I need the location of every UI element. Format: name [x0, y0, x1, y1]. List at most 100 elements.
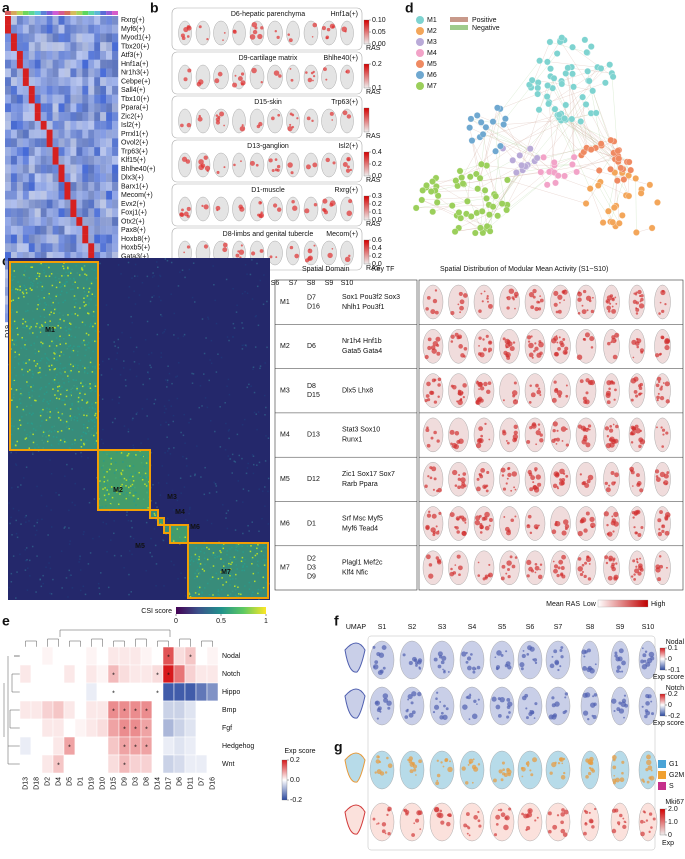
- activity-spot: [493, 778, 497, 782]
- csi-noise: [236, 311, 238, 313]
- activity-spot: [484, 512, 490, 518]
- csi-noise: [102, 398, 104, 400]
- heatmap-cell: [29, 243, 35, 252]
- module-noise: [51, 365, 53, 367]
- activity-spot: [462, 704, 468, 710]
- heatmap-cell: [76, 60, 82, 69]
- csi-noise: [185, 595, 187, 597]
- module-noise: [60, 363, 62, 365]
- activity-spot: [635, 428, 641, 434]
- module-noise: [43, 287, 45, 289]
- activity-spot: [308, 249, 310, 251]
- module-noise: [46, 324, 48, 326]
- module-noise: [207, 583, 209, 585]
- csi-noise: [90, 552, 92, 554]
- sample-label: S1: [378, 624, 387, 631]
- module-noise: [86, 402, 88, 404]
- activity-spot: [607, 532, 612, 537]
- heatmap-cell: [47, 33, 53, 42]
- activity-spot: [522, 696, 527, 701]
- column-color-strip: [112, 11, 118, 15]
- activity-spot: [529, 353, 534, 358]
- csi-noise: [131, 520, 133, 522]
- activity-spot: [607, 435, 609, 437]
- csi-noise: [248, 490, 250, 492]
- csi-noise: [228, 340, 230, 342]
- csi-noise: [171, 383, 173, 385]
- module-noise: [55, 277, 57, 279]
- activity-spot: [560, 655, 563, 658]
- activity-spot: [449, 760, 451, 762]
- module-noise: [77, 315, 79, 317]
- column-color-strip: [17, 11, 23, 15]
- colorbar-tick-label: 0.2: [668, 691, 678, 698]
- significance-star: *: [134, 727, 137, 734]
- column-color-strip: [88, 11, 94, 15]
- csi-noise: [185, 519, 187, 521]
- heatmap-cell: [11, 121, 17, 130]
- heatmap-cell: [70, 25, 76, 34]
- csi-noise: [165, 258, 167, 260]
- row-label: Myf6(+): [121, 26, 145, 33]
- csi-noise: [216, 371, 218, 373]
- heatmap-cell: [59, 217, 65, 226]
- column-color-strip: [70, 11, 76, 15]
- csi-noise: [123, 360, 125, 362]
- activity-spot: [584, 822, 587, 825]
- activity-spot: [254, 26, 257, 29]
- tissue-slice: [322, 109, 337, 133]
- network-node: [434, 199, 440, 205]
- heatmap-cell: [112, 86, 118, 95]
- tissue-slice: [287, 21, 300, 45]
- module-noise: [75, 326, 77, 328]
- network-node: [598, 141, 604, 147]
- activity-spot: [644, 821, 646, 823]
- module-noise: [176, 528, 178, 530]
- activity-spot: [622, 699, 626, 703]
- activity-spot: [638, 563, 643, 568]
- csi-noise: [64, 475, 66, 477]
- activity-spot: [555, 661, 559, 665]
- activity-spot: [621, 772, 624, 775]
- activity-spot: [523, 814, 528, 819]
- module-noise: [14, 321, 16, 323]
- heatmap-cell: [59, 60, 65, 69]
- module-noise: [24, 429, 26, 431]
- csi-noise: [128, 574, 130, 576]
- activity-spot: [198, 165, 204, 171]
- activity-spot: [417, 660, 422, 665]
- csi-noise: [247, 467, 249, 469]
- heatmap-cell: [70, 42, 76, 51]
- module-noise: [212, 554, 214, 556]
- activity-spot: [565, 692, 568, 695]
- module-noise: [34, 448, 36, 450]
- activity-spot: [535, 527, 538, 530]
- activity-spot: [506, 297, 508, 299]
- heatmap-cell: [41, 182, 47, 191]
- activity-spot: [437, 774, 441, 778]
- module-noise: [35, 326, 37, 328]
- module-noise: [66, 292, 68, 294]
- csi-noise: [247, 463, 249, 465]
- module-noise: [219, 595, 221, 597]
- module-noise: [132, 487, 134, 489]
- activity-spot: [475, 520, 480, 525]
- module-noise: [72, 289, 74, 291]
- activity-spot: [557, 295, 562, 300]
- activity-spot: [241, 72, 244, 75]
- heatmap-cell: [41, 226, 47, 235]
- gene-label: Mki67: [665, 799, 684, 806]
- activity-spot: [558, 762, 560, 764]
- colorbar-tick-label: 0.2: [372, 161, 382, 168]
- activity-spot: [638, 393, 641, 396]
- activity-spot: [469, 834, 471, 836]
- activity-spot: [258, 201, 262, 205]
- activity-spot: [478, 309, 482, 313]
- heatmap-cell: [47, 182, 53, 191]
- csi-noise: [265, 435, 267, 437]
- csi-noise: [46, 505, 48, 507]
- module-noise: [88, 420, 90, 422]
- heatmap-cell: [94, 103, 100, 112]
- module-label: M6: [190, 524, 200, 531]
- heatmap-cell: [88, 200, 94, 209]
